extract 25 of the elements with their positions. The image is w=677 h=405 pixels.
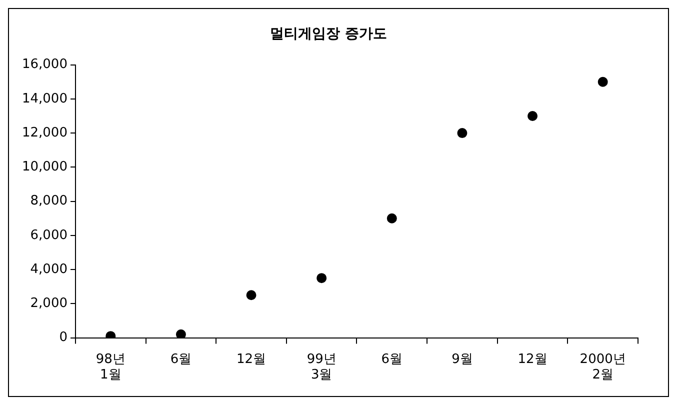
x-tick-label: 12월 xyxy=(518,352,548,367)
point xyxy=(528,110,538,121)
point xyxy=(598,76,608,87)
point xyxy=(246,290,256,300)
x-tick-label: 9월 xyxy=(452,352,473,367)
y-tick-label: 14,000 xyxy=(22,91,68,106)
point xyxy=(316,273,327,284)
x-tick-label: 12월 xyxy=(236,352,266,367)
y-tick-label: 2,000 xyxy=(30,296,68,312)
y-tick-label: 12,000 xyxy=(22,125,68,140)
y-tick-label: 6,000 xyxy=(30,228,68,243)
point xyxy=(386,213,397,224)
x-tick-label: 2000년 2월 xyxy=(580,352,626,383)
x-tick-label: 6월 xyxy=(170,352,192,367)
chart-title: 멀티게임장 증가도 xyxy=(270,26,387,42)
y-tick-label: 16,000 xyxy=(22,57,68,72)
y-tick-label: 8,000 xyxy=(30,194,68,209)
x-tick-label: 6월 xyxy=(381,352,403,367)
y-tick-label: 10,000 xyxy=(22,160,68,175)
x-tick-label: 98년 1월 xyxy=(96,352,126,383)
y-tick-label: 4,000 xyxy=(30,262,68,277)
x-tick-label: 99년 3월 xyxy=(306,352,336,383)
point xyxy=(457,128,468,138)
y-tick-label: 0 xyxy=(59,330,68,346)
point xyxy=(176,329,186,338)
